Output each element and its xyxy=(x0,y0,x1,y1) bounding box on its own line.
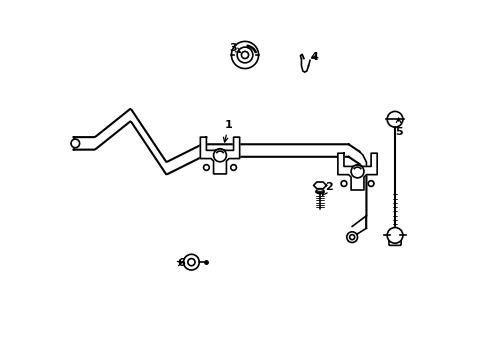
Text: 4: 4 xyxy=(311,53,319,63)
Circle shape xyxy=(387,228,403,243)
Circle shape xyxy=(188,258,195,266)
Polygon shape xyxy=(314,182,326,189)
Text: 5: 5 xyxy=(395,118,402,137)
Circle shape xyxy=(350,235,355,240)
Circle shape xyxy=(351,165,364,178)
Polygon shape xyxy=(359,152,367,228)
Circle shape xyxy=(347,232,358,243)
Circle shape xyxy=(387,111,403,127)
Polygon shape xyxy=(338,153,377,190)
Circle shape xyxy=(368,181,374,186)
Circle shape xyxy=(341,181,347,186)
Circle shape xyxy=(203,165,209,170)
Text: 6: 6 xyxy=(177,258,185,268)
FancyBboxPatch shape xyxy=(389,236,401,246)
Text: 1: 1 xyxy=(223,120,233,142)
Circle shape xyxy=(184,254,199,270)
Circle shape xyxy=(242,51,248,59)
Text: 2: 2 xyxy=(322,182,333,195)
Circle shape xyxy=(231,41,259,68)
Circle shape xyxy=(237,47,253,63)
Circle shape xyxy=(231,165,237,170)
Text: 3: 3 xyxy=(230,43,241,53)
Polygon shape xyxy=(200,137,240,174)
Circle shape xyxy=(214,149,226,162)
Circle shape xyxy=(71,139,79,148)
